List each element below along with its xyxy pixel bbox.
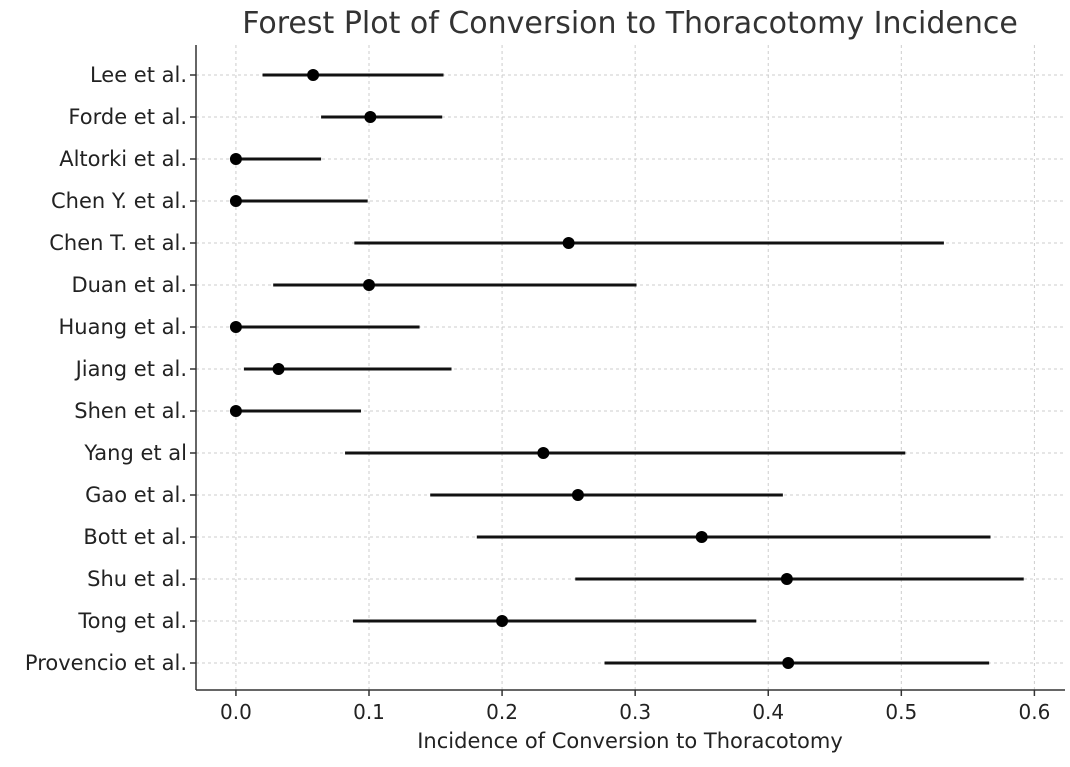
x-ticks: 0.0 0.1 0.2 0.3 0.4 0.5 0.6 (190, 74, 1050, 724)
x-axis-label: Incidence of Conversion to Thoracotomy (417, 729, 843, 753)
study-label: Bott et al. (83, 525, 187, 549)
study-label: Gao et al. (85, 483, 187, 507)
axes-layer (195, 45, 1065, 691)
estimate-point (229, 405, 242, 417)
study-label: Shu et al. (87, 567, 187, 591)
estimate-point (537, 447, 550, 459)
study-label: Provencio et al. (25, 651, 187, 675)
x-tick-label: 0.4 (752, 700, 784, 724)
study-label: Duan et al. (71, 273, 187, 297)
estimate-point (562, 237, 575, 249)
study-marks (229, 69, 1024, 669)
study-label: Tong et al. (77, 609, 187, 633)
study-label: Yang et al (83, 441, 187, 465)
estimate-point (229, 321, 242, 333)
x-tick-label: 0.6 (1018, 700, 1050, 724)
study-label: Chen Y. et al. (51, 189, 187, 213)
estimate-point (307, 69, 320, 81)
estimate-point (496, 615, 509, 627)
estimate-point (782, 657, 795, 669)
estimate-point (229, 153, 242, 165)
chart-title: Forest Plot of Conversion to Thoracotomy… (242, 6, 1018, 41)
x-tick-label: 0.2 (486, 700, 518, 724)
study-label: Huang et al. (59, 315, 188, 339)
study-label: Altorki et al. (59, 147, 187, 171)
estimate-point (780, 573, 793, 585)
study-label: Forde et al. (68, 105, 187, 129)
y-category-labels: Lee et al. Forde et al. Altorki et al. Chen… (25, 63, 187, 675)
study-label: Lee et al. (90, 63, 187, 87)
x-tick-label: 0.1 (353, 700, 385, 724)
estimate-point (272, 363, 285, 375)
x-tick-label: 0.5 (885, 700, 917, 724)
x-tick-label: 0.0 (220, 700, 252, 724)
estimate-point (364, 111, 377, 123)
estimate-point (695, 531, 708, 543)
estimate-point (571, 489, 584, 501)
study-label: Jiang et al. (74, 357, 187, 381)
estimate-point (363, 279, 376, 291)
estimate-point (229, 195, 242, 207)
study-label: Shen et al. (74, 399, 187, 423)
study-label: Chen T. et al. (49, 231, 187, 255)
x-tick-label: 0.3 (619, 700, 651, 724)
